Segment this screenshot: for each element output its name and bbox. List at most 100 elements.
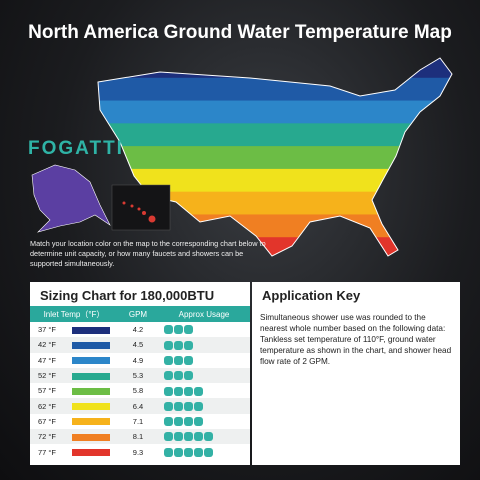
temp-label: 67 °F (38, 416, 57, 426)
color-swatch (72, 449, 110, 457)
shower-icon (174, 371, 183, 381)
table-row: 62 °F 6.4 (30, 398, 250, 414)
table-row: 52 °F 5.3 (30, 367, 250, 384)
gpm-value: 7.1 (132, 416, 144, 426)
shower-icon (194, 417, 203, 427)
sizing-panel: Sizing Chart for 180,000BTU Inlet Temp（°… (30, 282, 250, 465)
shower-icon (174, 401, 183, 411)
temp-cell: 72 °F (30, 429, 118, 445)
temp-label: 47 °F (38, 355, 57, 365)
shower-icon (184, 447, 193, 457)
gpm-value: 4.9 (132, 355, 144, 365)
map-band (98, 123, 452, 147)
map-band (98, 146, 452, 170)
gpm-value: 8.1 (118, 429, 158, 445)
alaska (31, 164, 111, 233)
key-panel: Application Key Simultaneous shower use … (252, 282, 460, 465)
color-swatch (72, 357, 110, 365)
usage-cell (158, 337, 250, 353)
hawaii-box (111, 184, 171, 231)
shower-icon (174, 356, 183, 365)
usage-cell (158, 398, 250, 414)
temp-label: 37 °F (38, 325, 57, 335)
temp-cell: 47 °F (30, 353, 118, 368)
temp-cell: 37 °F (30, 322, 118, 337)
shower-icon (164, 401, 173, 411)
temp-label: 62 °F (38, 401, 57, 411)
temp-cell: 67 °F (30, 414, 118, 429)
shower-icon (164, 386, 173, 396)
usage-cell (158, 322, 250, 337)
shower-icon (174, 325, 183, 335)
color-swatch (72, 326, 110, 334)
usage-cell (158, 429, 250, 445)
sizing-table: Inlet Temp（°F） GPM Approx Usage 37 °F 4.2 42 … (30, 306, 250, 460)
shower-icon (174, 447, 183, 457)
map-band (98, 77, 452, 102)
shower-icon (164, 417, 173, 427)
title: North America Ground Water Temperature M… (28, 22, 452, 43)
temp-cell: 62 °F (30, 398, 118, 414)
usage-cell (158, 367, 250, 384)
temp-label: 77 °F (38, 447, 57, 457)
temp-label: 72 °F (38, 432, 57, 442)
usage-cell (158, 383, 250, 398)
table-row: 42 °F 4.5 (30, 337, 250, 353)
shower-icon (164, 356, 173, 365)
table-row: 77 °F 9.3 (30, 444, 250, 459)
shower-icon (164, 371, 173, 381)
color-swatch (72, 387, 110, 395)
shower-icon (164, 340, 173, 350)
color-swatch (72, 403, 110, 411)
shower-icon (184, 325, 193, 335)
shower-icon (184, 401, 193, 411)
temp-cell: 52 °F (30, 367, 118, 384)
usage-cell (158, 414, 250, 429)
shower-icon (184, 386, 193, 396)
table-row: 72 °F 8.1 (30, 429, 250, 445)
gpm-value: 4.5 (118, 337, 158, 353)
temp-label: 42 °F (38, 340, 57, 350)
header-row: Inlet Temp（°F） GPM Approx Usage (30, 306, 250, 322)
usage-cell (158, 353, 250, 368)
shower-icon (194, 432, 203, 442)
shower-icon (184, 432, 193, 442)
shower-icon (194, 447, 203, 457)
shower-icon (174, 417, 183, 427)
table-row: 37 °F 4.2 (30, 322, 250, 337)
gpm-value: 5.8 (132, 386, 144, 396)
shower-icon (164, 447, 173, 457)
key-text: Simultaneous shower use was rounded to t… (260, 313, 452, 366)
column-header: Approx Usage (158, 306, 250, 322)
shower-icon (184, 356, 193, 365)
shower-icon (164, 325, 173, 335)
brand: FOGATTI (28, 138, 124, 159)
temp-cell: 77 °F (30, 444, 118, 459)
gpm-value: 9.3 (132, 447, 144, 457)
temp-label: 57 °F (38, 386, 57, 396)
gpm-value: 5.3 (118, 367, 158, 384)
key-title: Application Key (262, 288, 361, 303)
map-band (98, 191, 452, 215)
table-row: 47 °F 4.9 (30, 353, 250, 368)
color-swatch (72, 418, 110, 426)
shower-icon (204, 432, 213, 442)
shower-icon (184, 417, 193, 427)
shower-icon (164, 432, 173, 442)
us-outline (97, 57, 453, 257)
shower-icon (184, 371, 193, 381)
shower-icon (184, 340, 193, 350)
usage-cell (158, 444, 250, 459)
table-row: 67 °F 7.1 (30, 414, 250, 429)
shower-icon (194, 386, 203, 396)
shower-icon (174, 340, 183, 350)
gpm-value: 4.2 (132, 325, 144, 335)
shower-icon (174, 432, 183, 442)
temp-cell: 57 °F (30, 383, 118, 398)
sizing-title: Sizing Chart for 180,000BTU (40, 288, 215, 303)
gpm-value: 6.4 (118, 398, 158, 414)
shower-icon (174, 386, 183, 396)
shower-icon (204, 447, 213, 457)
